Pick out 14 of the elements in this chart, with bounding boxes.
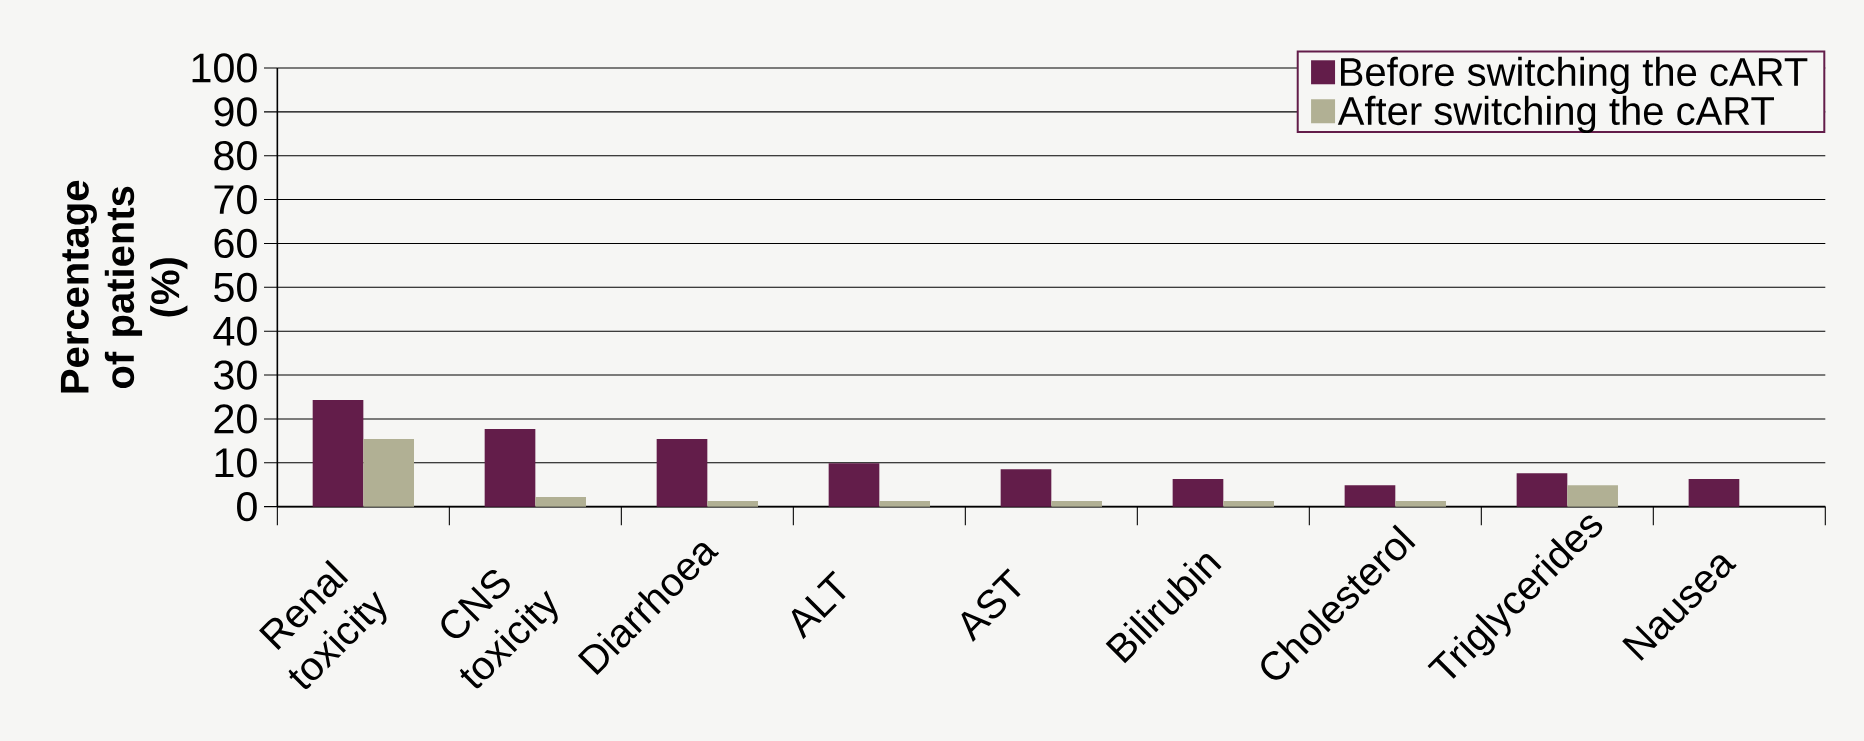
y-tick-label: 30 <box>214 360 257 390</box>
y-tick-label: 90 <box>214 97 257 127</box>
y-tick-label: 20 <box>214 404 257 434</box>
y-tick-label: 40 <box>213 316 257 346</box>
legend-label: After switching the cART <box>1337 95 1774 133</box>
y-tick-label: 0 <box>237 491 257 522</box>
y-tick-label: 70 <box>214 184 257 215</box>
y-tick-label: 100 <box>192 53 257 83</box>
y-tick-label: 80 <box>214 140 257 171</box>
y-tick-label: 60 <box>214 228 257 258</box>
legend-label: Before switching the cART <box>1341 56 1808 94</box>
y-tick-label: 50 <box>214 272 257 302</box>
y-tick-label: 10 <box>215 448 257 478</box>
y-axis-title: Percentage of patients (%) <box>60 180 188 393</box>
